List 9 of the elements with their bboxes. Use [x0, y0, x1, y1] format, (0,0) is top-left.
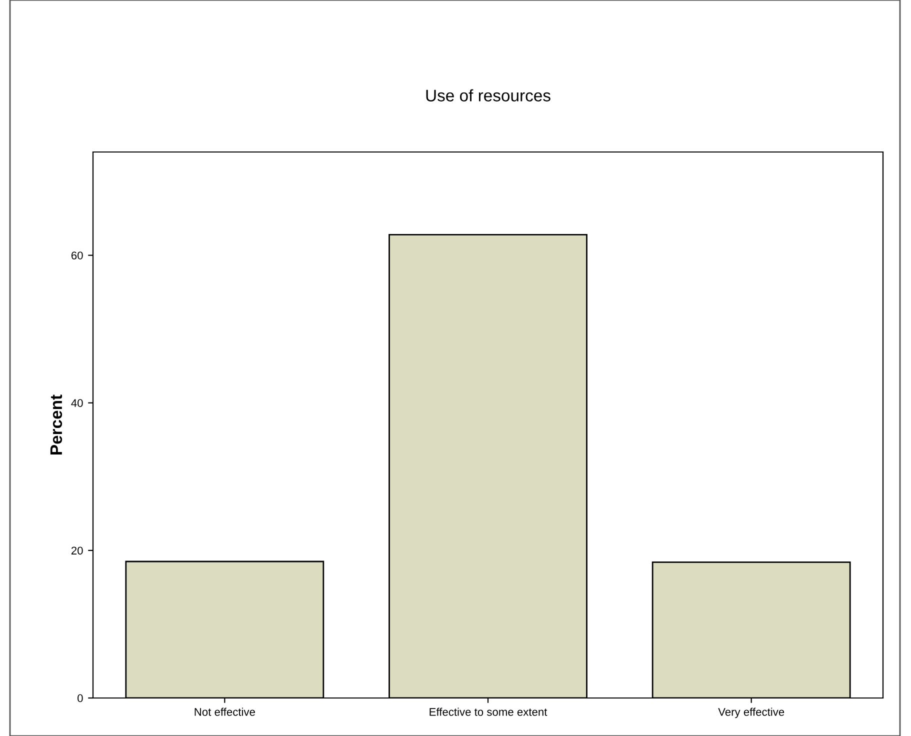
x-tick-label: Very effective: [718, 708, 784, 718]
y-axis-title: Percent: [50, 394, 62, 454]
y-tick-label: 40: [71, 399, 83, 407]
x-tick-label: Effective to some extent: [430, 708, 548, 716]
x-tick-label: Not effective: [194, 708, 255, 716]
y-tick-label: 0: [78, 694, 83, 702]
y-tick-label: 20: [71, 546, 83, 555]
y-tick-label: 60: [71, 252, 83, 260]
chart-title: Use of resources: [426, 89, 550, 102]
